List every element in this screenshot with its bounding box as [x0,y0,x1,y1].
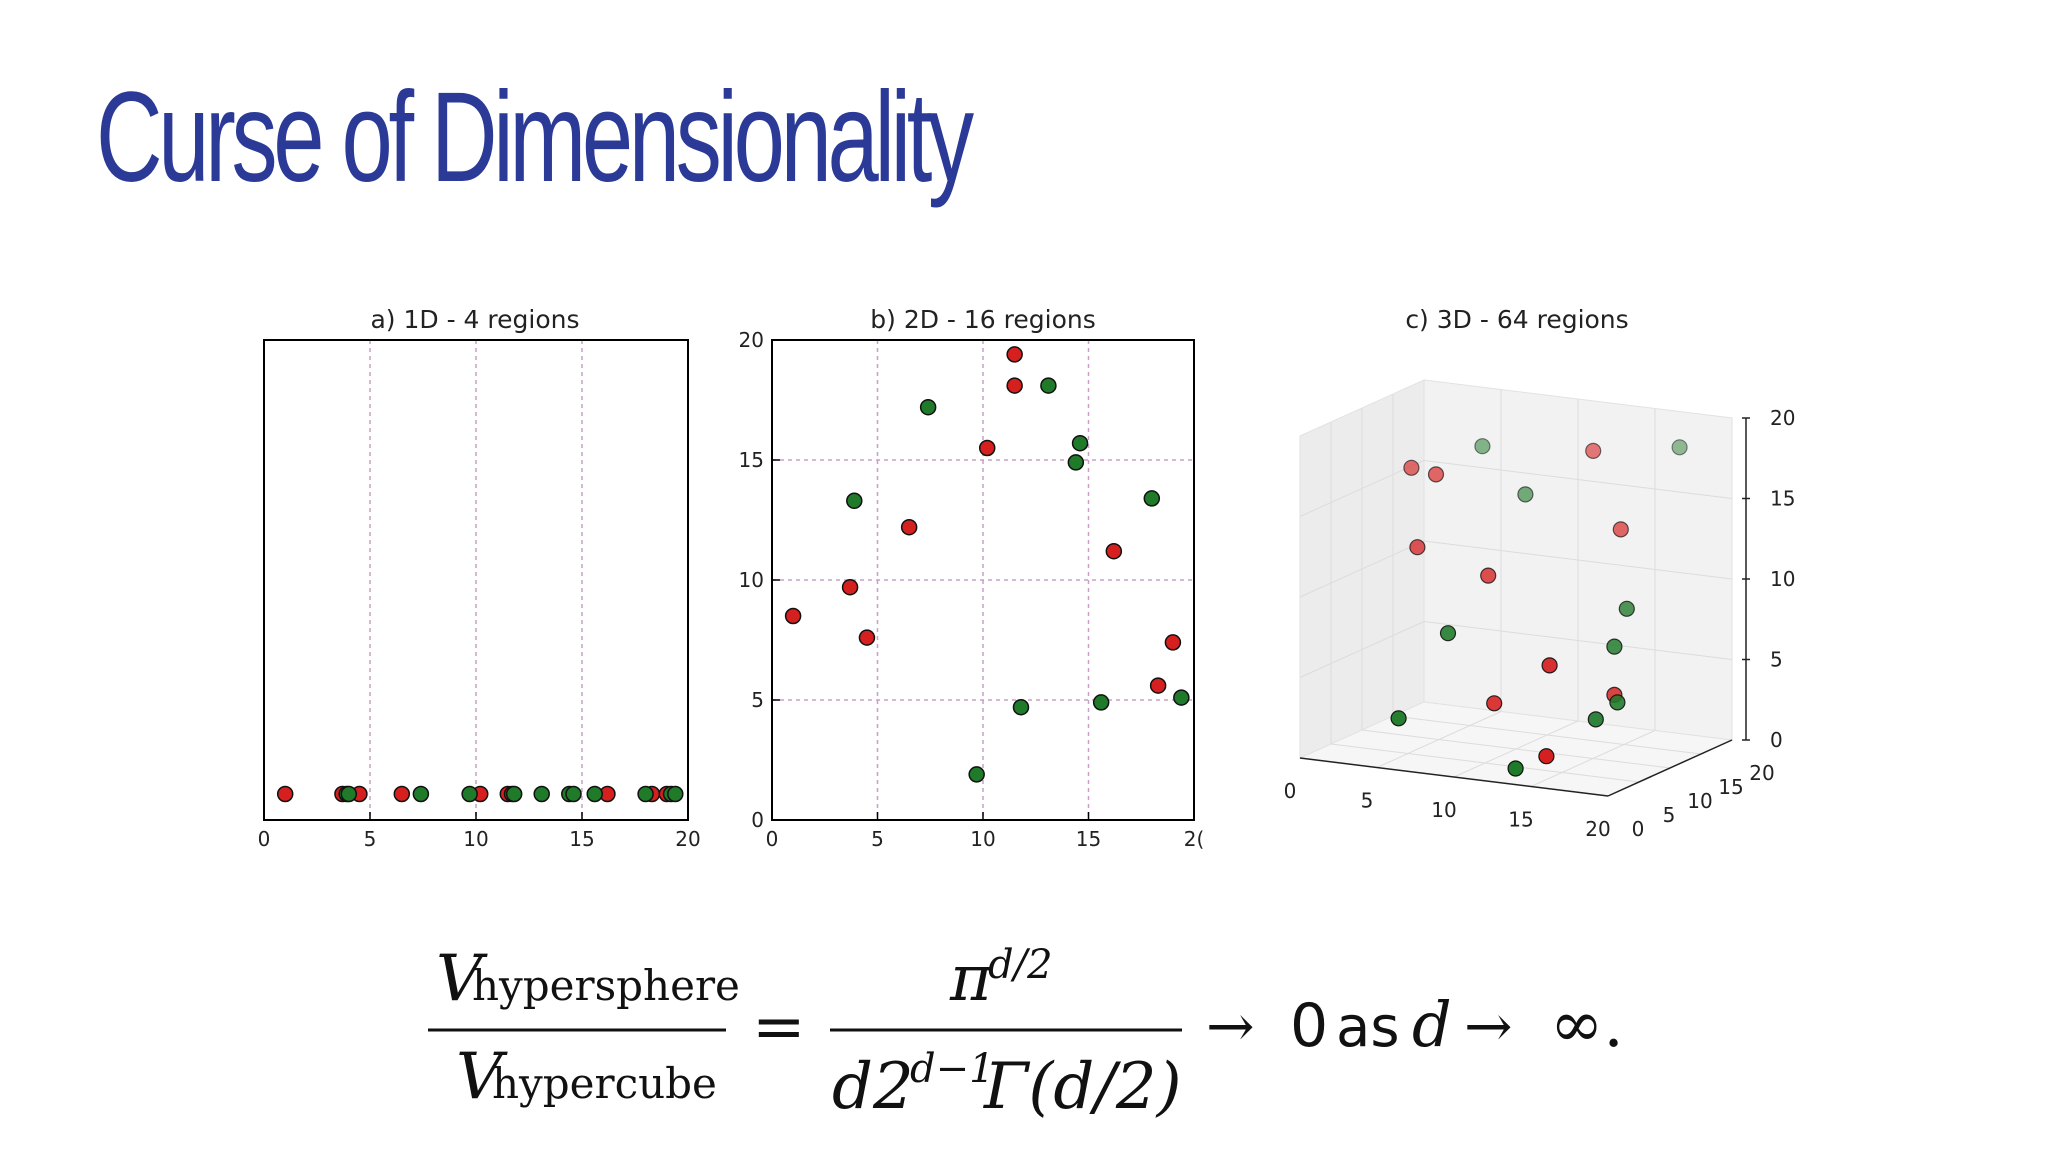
panel-3d-gridline [1299,460,1425,517]
panel-3d-y-tick-label: 5 [1663,803,1676,827]
panel-3d-z-tick-label: 15 [1770,487,1795,511]
panel-3d-y-axis [1607,739,1733,797]
panel-1d-point-green [505,785,523,803]
panel-1d-point-red [276,785,294,803]
panel-2d-point-red [1164,634,1182,651]
panel-1d-point-green [533,785,550,803]
panel-3d-y-tick-label: 0 [1632,817,1645,841]
panel-3d-x-tick-label: 20 [1585,817,1610,841]
panel-2d-y-tick-label: 0 [751,808,764,832]
panel-2d-point-red [1105,542,1123,560]
panel-3d-point-red [1538,748,1555,765]
panel-1d-point-green [586,785,603,803]
panel-2d-point-red [978,439,996,457]
panel-2d-point-red [1006,346,1023,363]
panel-1d: a) 1D - 4 regions 0 5 10 15 20 [258,305,701,851]
panel-3d-gridline [1530,730,1656,787]
panel-3d-z-tick-label: 0 [1770,728,1783,752]
panel-1d-point-green [667,785,684,803]
panel-2d-y-tick-label: 10 [739,568,764,592]
panel-1d-x-tick-label: 0 [258,827,271,851]
panel-1d-point-green [461,785,478,803]
panel-3d-z-tick-label: 20 [1770,406,1795,430]
panel-3d-x-tick-label: 10 [1431,798,1456,822]
panel-1d-x-tick-label: 15 [569,827,594,851]
panel-1d-point-green [340,785,358,803]
slide-title: Curse of Dimensionality [96,66,974,209]
panel-2d-title: b) 2D - 16 regions [870,305,1096,334]
panel-1d-point-green [565,785,582,803]
panel-1d-x-tick-label: 10 [463,827,488,851]
panel-3d-gridline [1299,540,1425,598]
panel-3d-gridline [1392,715,1702,755]
panel-3d-point-green [1517,486,1534,503]
panel-2d-point-green [1071,434,1089,452]
panel-3d-point-green [1609,694,1626,711]
panel-2d-point-red [1149,677,1167,694]
panel-3d-x-tick-label: 15 [1508,808,1533,832]
panel-3d-point-green [1474,438,1491,455]
panel-1d-x-tick-label: 20 [675,827,700,851]
panel-2d-x-tick-label: 5 [871,827,884,851]
panel-3d: c) 3D - 64 regions 0 5 10 15 20 0510152005101… [1284,305,1796,841]
panel-2d-point-red [900,518,918,536]
panel-2d-point-green [1040,377,1057,394]
panel-3d-point-green [1390,710,1407,727]
panel-1d-point-green [637,785,654,803]
panel-2d-point-green [919,398,937,416]
panel-3d-point-red [1612,521,1629,538]
panel-3d-y-tick-label: 15 [1718,775,1743,799]
panel-2d-x-tick-label: 15 [1076,827,1101,851]
panel-2d-point-green [1173,689,1190,706]
panel-2d-y-tick-label: 15 [739,448,764,472]
panel-3d-point-green [1671,439,1688,456]
panel-1d-title: a) 1D - 4 regions [370,305,579,334]
panel-2d-point-red [841,578,859,596]
panel-3d-point-green [1439,625,1457,642]
panel-3d-x-tick-label: 5 [1361,789,1374,813]
panel-3d-point-red [1409,539,1426,556]
panel-2d-x-tick-label: 0 [766,827,779,851]
panel-3d-gridline [1361,729,1671,769]
panel-3d-x-axis [1299,757,1609,797]
panel-3d-point-red [1427,466,1445,483]
panel-3d-y-tick-label: 20 [1749,761,1774,785]
panel-3d-point-red [1486,695,1503,712]
panel-1d-x-tick-label: 5 [364,827,377,851]
panel-3d-point-red [1480,567,1497,584]
panel-2d-point-green [1067,454,1085,471]
panel-2d-point-red [784,607,802,625]
panel-2d-point-red [858,629,876,646]
panel-2d: b) 2D - 16 regions 0 5 10 15 2( 0 5 10 15 20 [739,305,1205,851]
panel-3d-point-red [1585,442,1602,459]
panel-3d-point-green [1618,600,1635,617]
panel-3d-x-tick-label: 0 [1284,779,1297,803]
panel-2d-y-tick-label: 20 [739,328,764,352]
panel-2d-point-green [1092,694,1110,711]
panel-3d-y-tick-label: 10 [1687,789,1712,813]
panel-2d-y-tick-label: 5 [751,688,764,712]
panel-2d-point-green [1012,698,1030,716]
panel-2d-x-tick-label: 10 [970,827,995,851]
panel-3d-z-tick-label: 5 [1770,648,1783,672]
panel-3d-point-red [1403,459,1420,476]
panel-3d-title: c) 3D - 64 regions [1405,305,1628,334]
panel-1d-point-green [412,785,430,803]
panel-3d-point-green [1606,638,1623,655]
panel-2d-point-green [968,766,985,783]
panel-3d-point-green [1507,760,1524,777]
panel-1d-point-red [393,785,411,803]
panel-3d-point-green [1587,711,1604,728]
panel-2d-x-tick-label: 2( [1184,827,1205,851]
panel-3d-z-tick-label: 10 [1770,567,1795,591]
panel-2d-point-green [1143,490,1161,507]
panel-2d-point-red [1006,377,1023,394]
panel-2d-point-green [846,492,863,510]
panel-3d-gridline [1423,540,1733,580]
panel-3d-gridline [1423,460,1733,499]
panel-3d-point-red [1541,657,1558,674]
